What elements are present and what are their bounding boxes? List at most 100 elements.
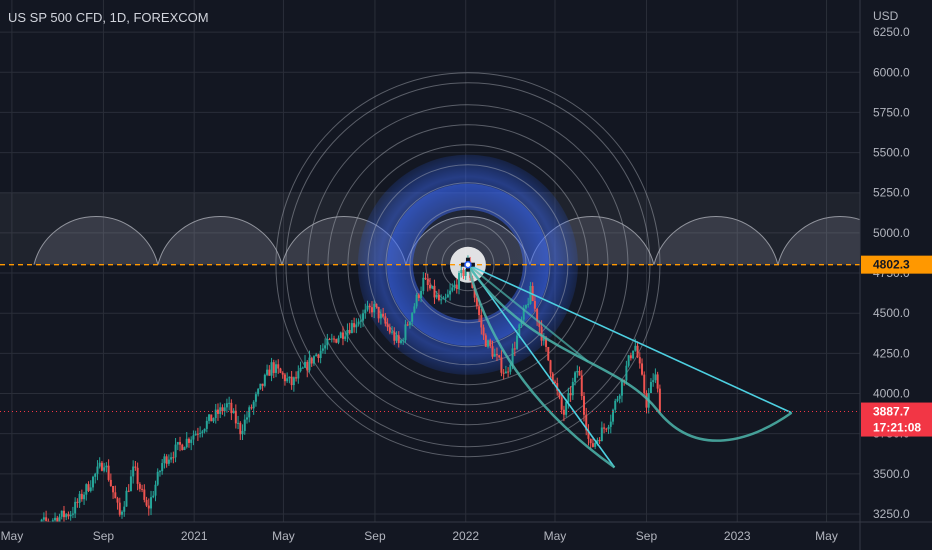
candle-body <box>406 324 409 326</box>
candle-body <box>498 355 501 358</box>
candle-body <box>165 456 168 464</box>
candle-body <box>252 401 255 409</box>
price-tick-label: 6000.0 <box>873 65 910 79</box>
candle-body <box>346 329 349 337</box>
candle-body <box>379 313 382 319</box>
candle-body <box>234 410 237 424</box>
candle-body <box>58 516 61 522</box>
candle-body <box>243 419 246 431</box>
candle-body <box>319 350 322 359</box>
candle-body <box>502 372 505 374</box>
candle-body <box>362 313 365 321</box>
candle-body <box>116 498 119 503</box>
candle-body <box>145 499 148 506</box>
candle-body <box>484 335 487 347</box>
candle-body <box>411 312 414 322</box>
candle-body <box>306 361 309 371</box>
candle-body <box>596 439 599 443</box>
candle-body <box>230 402 233 414</box>
last-price-tag <box>861 402 932 437</box>
candle-body <box>359 320 362 322</box>
candle-body <box>118 502 121 515</box>
candle-body <box>315 354 318 357</box>
candle-body <box>609 421 612 427</box>
cycle-arc <box>33 216 159 265</box>
candle-body <box>422 277 425 291</box>
candle-body <box>524 305 527 309</box>
candle-body <box>324 345 327 349</box>
candle-body <box>85 484 88 495</box>
candle-body <box>529 285 532 304</box>
candle-body <box>357 321 360 325</box>
candle-body <box>614 400 617 410</box>
candle-body <box>578 370 581 376</box>
candle-body <box>344 336 347 339</box>
candle-body <box>216 409 219 414</box>
candle-body <box>112 485 115 493</box>
candle-body <box>585 414 588 431</box>
fib-speed-fan[interactable] <box>466 263 793 469</box>
candle-body <box>83 494 86 500</box>
candle-body <box>382 313 385 317</box>
fan-line-lower <box>467 264 616 468</box>
countdown-label: 17:21:08 <box>873 421 921 435</box>
candle-body <box>431 285 434 289</box>
candle-body <box>80 493 83 500</box>
candle-body <box>424 277 427 280</box>
candle-body <box>228 402 231 404</box>
candle-body <box>132 466 135 477</box>
candle-body <box>96 466 99 474</box>
symbol-title: US SP 500 CFD, 1D, FOREXCOM <box>8 10 209 25</box>
candle-body <box>576 370 579 373</box>
time-tick-label: Sep <box>93 529 115 543</box>
price-tick-label: 3500.0 <box>873 467 910 481</box>
candle-body <box>259 383 262 389</box>
candle-body <box>571 381 574 396</box>
candle-body <box>538 321 541 327</box>
candle-body <box>656 374 659 389</box>
candle-body <box>625 365 628 381</box>
candle-body <box>270 362 273 376</box>
candle-body <box>54 517 57 521</box>
candle-body <box>62 510 65 518</box>
candle-body <box>460 270 463 274</box>
candle-body <box>158 471 161 473</box>
candle-body <box>612 409 615 422</box>
candle-body <box>121 511 124 515</box>
candle-body <box>127 490 130 492</box>
candle-body <box>533 301 536 309</box>
candle-body <box>98 462 101 467</box>
candle-body <box>335 339 338 343</box>
candle-body <box>558 390 561 398</box>
candle-body <box>103 467 106 471</box>
fan-line-upper <box>467 263 792 414</box>
candle-body <box>250 407 253 409</box>
candle-body <box>565 401 568 415</box>
candle-body <box>495 354 498 356</box>
price-levels <box>0 263 860 413</box>
candle-body <box>341 332 344 339</box>
candle-body <box>408 321 411 326</box>
time-tick-label: 2021 <box>181 529 208 543</box>
candle-body <box>176 442 179 445</box>
price-tick-label: 5000.0 <box>873 226 910 240</box>
time-tick-label: May <box>544 529 567 543</box>
candle-body <box>504 371 507 374</box>
candle-body <box>415 294 418 307</box>
candle-body <box>509 364 512 372</box>
candle-body <box>377 306 380 319</box>
candle-body <box>395 335 398 341</box>
candle-body <box>105 465 108 468</box>
candle-body <box>201 431 204 433</box>
time-axis[interactable]: May Sep 2021 May Sep 2022 May Sep 2023 May <box>1 529 838 543</box>
candle-body <box>638 357 641 364</box>
candle-body <box>478 306 481 316</box>
candle-body <box>123 506 126 512</box>
candle-body <box>440 299 443 301</box>
candle-body <box>172 457 175 459</box>
drawing-anchor[interactable] <box>460 257 475 272</box>
candle-body <box>71 513 74 515</box>
candle-body <box>513 348 516 350</box>
candle-body <box>42 517 45 520</box>
